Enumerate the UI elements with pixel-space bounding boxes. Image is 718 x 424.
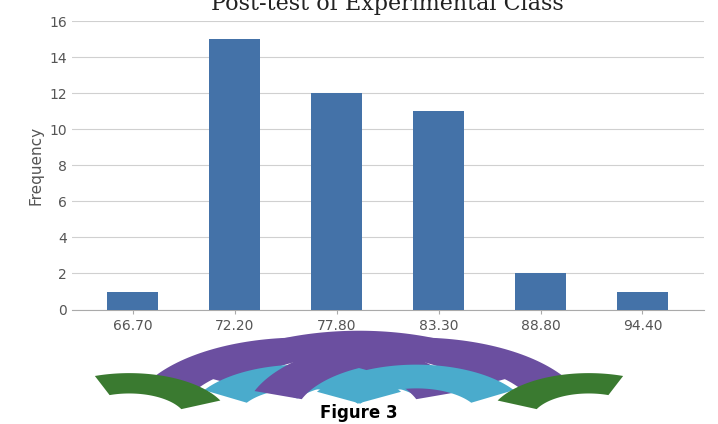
Bar (108, 292, 159, 310)
Polygon shape (204, 365, 401, 404)
Polygon shape (254, 338, 573, 399)
Polygon shape (95, 373, 220, 409)
Bar (617, 292, 668, 310)
Polygon shape (197, 331, 521, 387)
Bar (515, 273, 566, 310)
Text: Figure 3: Figure 3 (320, 404, 398, 422)
Polygon shape (317, 365, 514, 404)
Polygon shape (256, 360, 455, 399)
Title: Post-test of Experimental Class: Post-test of Experimental Class (211, 0, 564, 15)
Polygon shape (145, 338, 464, 399)
Polygon shape (498, 373, 623, 409)
Bar (413, 112, 464, 310)
Y-axis label: Frequency: Frequency (29, 126, 44, 205)
Bar (210, 39, 261, 310)
Bar (312, 93, 363, 310)
